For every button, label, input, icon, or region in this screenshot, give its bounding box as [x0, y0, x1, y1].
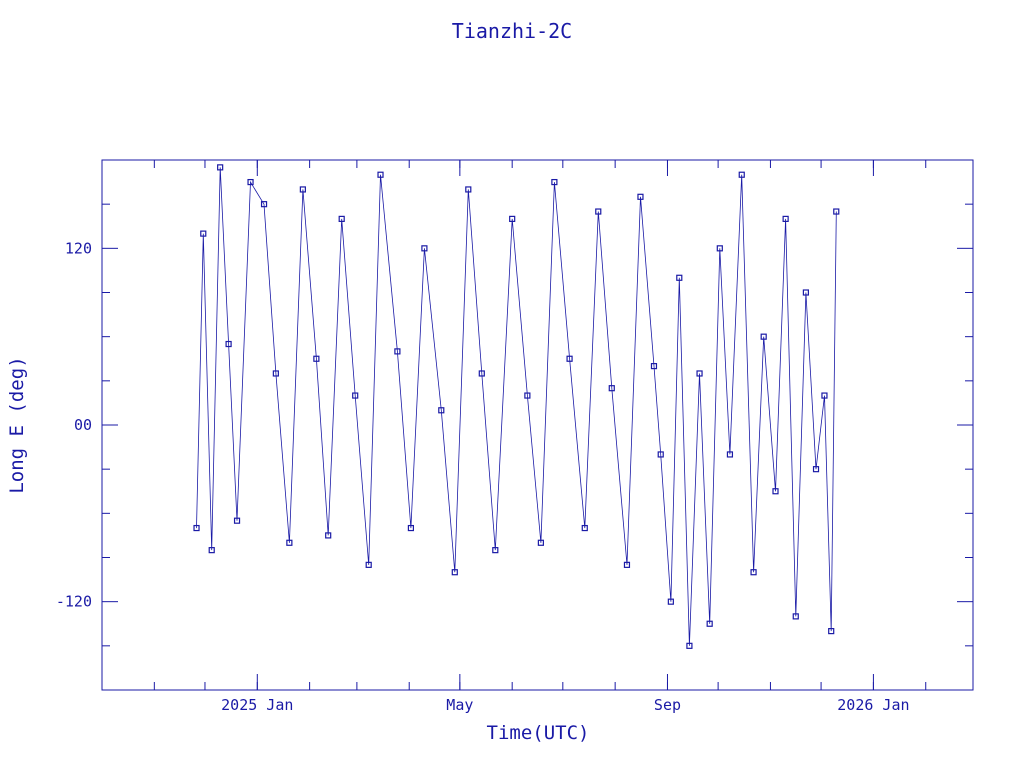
data-point — [726, 451, 734, 458]
y-tick-labels: -120 00 120 — [56, 239, 92, 610]
data-point — [313, 355, 320, 362]
data-point — [338, 215, 345, 222]
data-point — [551, 178, 558, 186]
data-point — [657, 451, 664, 458]
data-point — [716, 245, 723, 252]
data-point — [738, 171, 745, 178]
data-point — [193, 524, 200, 532]
data-point — [421, 245, 428, 252]
data-point — [352, 392, 359, 399]
data-point — [365, 561, 372, 568]
data-point — [286, 539, 293, 546]
x-tick-label: 2025 Jan — [221, 696, 293, 714]
x-tick-labels: 2025 Jan May Sep 2026 Jan — [221, 696, 909, 714]
data-point — [537, 539, 544, 546]
minor-ticks — [102, 159, 973, 691]
data-point — [217, 164, 224, 171]
y-tick-label: -120 — [56, 593, 92, 611]
y-axis-label: Long E (deg) — [6, 356, 28, 493]
data-point — [782, 215, 789, 222]
data-point — [438, 407, 445, 414]
data-point — [686, 642, 693, 649]
data-point — [792, 613, 799, 620]
data-point — [200, 230, 207, 237]
data-point — [706, 620, 713, 627]
data-point — [667, 598, 674, 605]
data-point — [451, 569, 458, 576]
data-point — [225, 340, 232, 348]
series-line — [196, 167, 837, 646]
data-point — [821, 392, 828, 399]
data-layer — [193, 164, 840, 649]
y-tick-label: 00 — [74, 416, 92, 434]
major-ticks — [102, 160, 973, 690]
data-point — [394, 348, 401, 355]
data-point — [802, 289, 809, 296]
chart-title: Tianzhi-2C — [452, 19, 572, 43]
data-point — [325, 532, 332, 539]
data-point — [828, 628, 835, 635]
data-point — [696, 370, 703, 377]
data-point — [377, 171, 384, 178]
x-axis-label: Time(UTC) — [487, 722, 590, 744]
data-point — [407, 524, 415, 532]
data-point — [299, 186, 306, 193]
data-point — [637, 193, 644, 200]
data-point — [595, 208, 602, 215]
data-point — [509, 215, 516, 222]
data-point — [524, 392, 531, 399]
data-point — [566, 355, 573, 362]
data-point — [676, 274, 683, 281]
data-point — [247, 178, 254, 186]
data-point — [608, 385, 615, 392]
data-point — [260, 201, 268, 208]
data-point — [812, 466, 820, 473]
data-point — [623, 561, 631, 568]
data-point — [492, 547, 499, 554]
data-point — [208, 547, 215, 554]
y-tick-label: 120 — [65, 239, 92, 257]
data-point — [233, 517, 241, 524]
data-point — [650, 363, 658, 370]
data-point — [833, 208, 840, 215]
x-tick-label: May — [446, 696, 473, 714]
data-point — [478, 370, 485, 377]
data-point — [750, 569, 757, 576]
x-tick-label: Sep — [654, 696, 681, 714]
data-point — [581, 524, 588, 532]
data-point — [772, 488, 779, 495]
x-tick-label: 2026 Jan — [837, 696, 909, 714]
data-point — [272, 370, 279, 377]
data-point — [760, 333, 767, 340]
data-point — [465, 186, 472, 193]
